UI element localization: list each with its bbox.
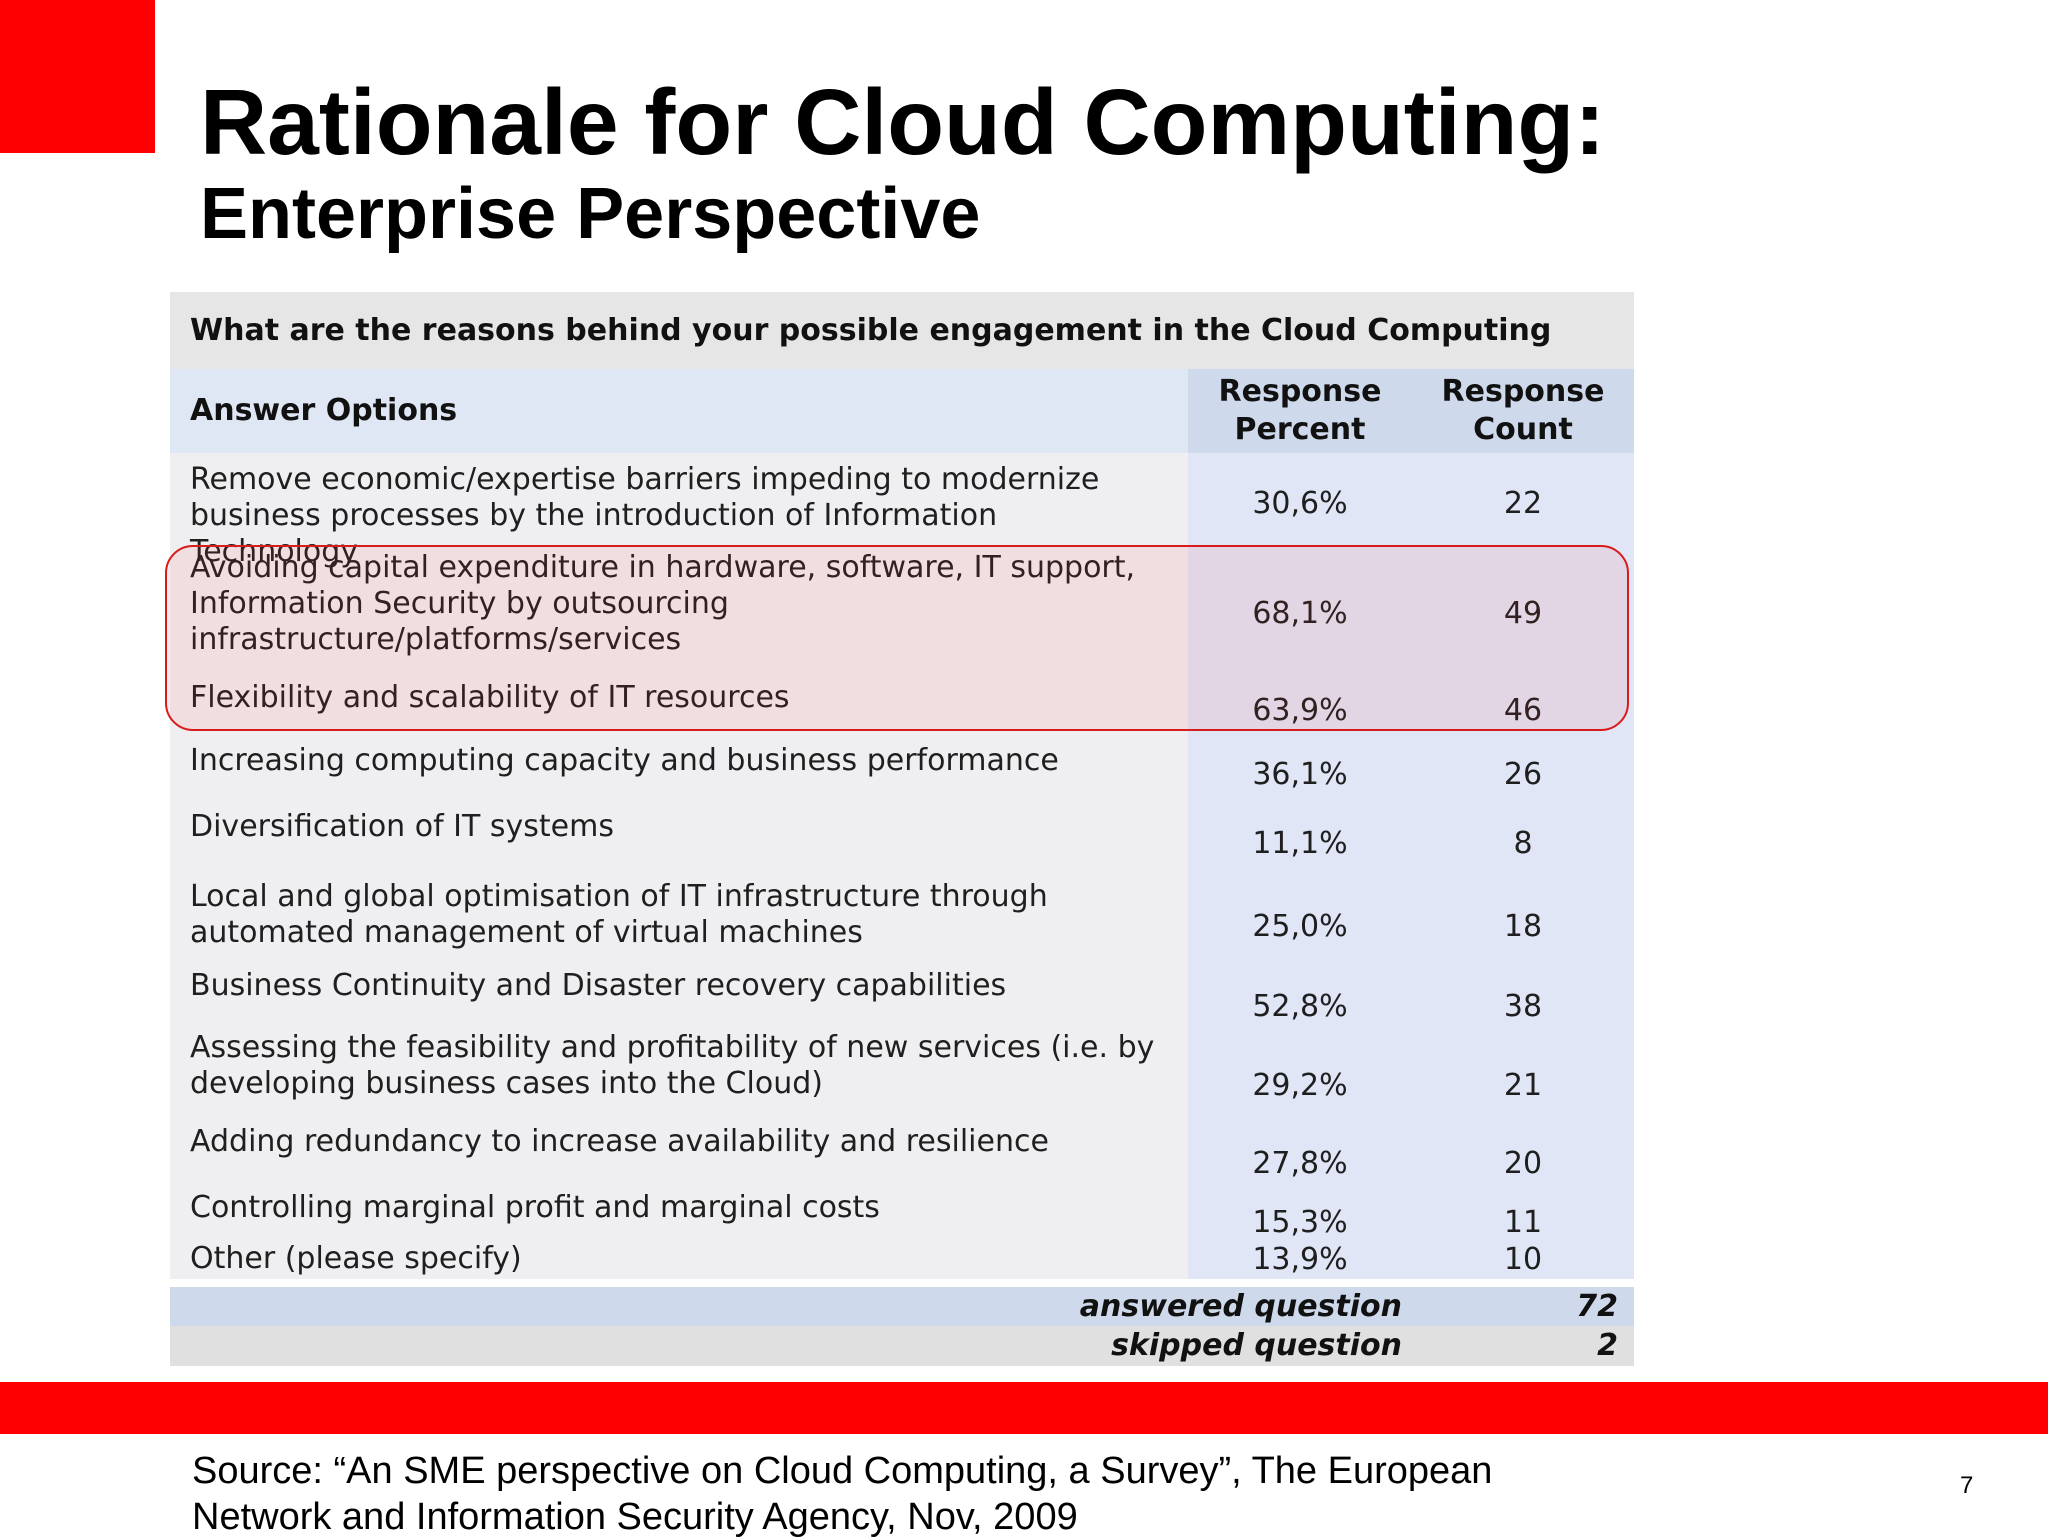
row-count: 49 [1503,596,1543,631]
row-percent: 11,1% [1252,826,1348,861]
label-line: Controlling marginal profit and marginal… [190,1190,880,1225]
header-response-count: Response Count [1412,369,1634,453]
row-count: 46 [1503,693,1543,728]
row-percent: 15,3% [1252,1205,1348,1240]
source-line: Source: “An SME perspective on Cloud Com… [192,1450,1493,1492]
table-row-label: Assessing the feasibility and profitabil… [190,1030,1170,1102]
page-number: 7 [1960,1472,1974,1499]
row-count: 21 [1503,1068,1543,1103]
source-line: Network and Information Security Agency,… [192,1496,1078,1538]
label-line: Avoiding capital expenditure in hardware… [190,550,1136,585]
label-line: automated management of virtual machines [190,915,863,950]
row-percent: 29,2% [1252,1068,1348,1103]
highlight-outline [165,545,1629,731]
row-count: 10 [1503,1242,1543,1277]
row-count: 11 [1503,1205,1543,1240]
row-percent: 13,9% [1252,1242,1348,1277]
row-count: 38 [1503,989,1543,1024]
skipped-value: 2 [1597,1328,1618,1363]
answered-question-row: answered question 72 [170,1287,1634,1327]
answers-column-bg [170,453,1188,1279]
label-line: Adding redundancy to increase availabili… [190,1124,1049,1159]
row-percent: 25,0% [1252,909,1348,944]
label-line: Local and global optimisation of IT infr… [190,879,1048,914]
header-response-percent: Response Percent [1188,369,1412,453]
label-line: Flexibility and scalability of IT resour… [190,680,790,715]
label-line: Diversification of IT systems [190,809,614,844]
label-line: developing business cases into the Cloud… [190,1066,823,1101]
source-citation: Source: “An SME perspective on Cloud Com… [192,1448,1692,1540]
header-percent-line1: Response [1218,374,1382,409]
table-row-label: Other (please specify) [190,1241,1170,1277]
row-count: 8 [1513,826,1533,861]
header-count-line2: Count [1473,412,1573,447]
row-count: 22 [1503,486,1543,521]
skipped-label: skipped question [1111,1328,1402,1363]
label-line: business processes by the introduction o… [190,498,998,569]
table-row-label: Flexibility and scalability of IT resour… [190,680,1170,716]
header-answer-options: Answer Options [170,369,1188,453]
row-percent: 68,1% [1252,596,1348,631]
table-row-label: Avoiding capital expenditure in hardware… [190,550,1170,658]
label-line: Assessing the feasibility and profitabil… [190,1030,1155,1065]
table-row-label: Adding redundancy to increase availabili… [190,1124,1170,1160]
row-percent: 52,8% [1252,989,1348,1024]
skipped-question-row: skipped question 2 [170,1326,1634,1366]
row-percent: 30,6% [1252,486,1348,521]
answered-label: answered question [1079,1289,1402,1324]
table-row-label: Controlling marginal profit and marginal… [190,1190,1170,1226]
slide-subtitle: Enterprise Perspective [200,174,981,254]
table-row-label: Business Continuity and Disaster recover… [190,968,1170,1004]
survey-table: What are the reasons behind your possibl… [165,292,1634,1366]
row-count: 20 [1503,1146,1543,1181]
table-row-label: Increasing computing capacity and busine… [190,743,1170,779]
label-line: infrastructure/platforms/services [190,622,682,657]
label-line: Increasing computing capacity and busine… [190,743,1059,778]
values-column-bg [1188,453,1634,1279]
header-count-line1: Response [1441,374,1605,409]
row-count: 26 [1503,757,1543,792]
row-percent: 36,1% [1252,757,1348,792]
brand-corner-block [0,0,155,153]
label-line: Other (please specify) [190,1241,522,1276]
label-line: Information Security by outsourcing [190,586,729,621]
label-line: Business Continuity and Disaster recover… [190,968,1007,1003]
answered-value: 72 [1576,1289,1618,1324]
footer-red-bar [0,1382,2048,1434]
row-percent: 27,8% [1252,1146,1348,1181]
table-row-label: Diversification of IT systems [190,809,1170,845]
header-percent-line2: Percent [1234,412,1366,447]
survey-question: What are the reasons behind your possibl… [170,292,1634,425]
table-row-label: Remove economic/expertise barriers imped… [190,462,1170,570]
row-percent: 63,9% [1252,693,1348,728]
row-count: 18 [1503,909,1543,944]
slide-title: Rationale for Cloud Computing: [200,70,1606,174]
table-row-label: Local and global optimisation of IT infr… [190,879,1170,951]
label-line: Remove economic/expertise barriers imped… [190,462,1100,497]
